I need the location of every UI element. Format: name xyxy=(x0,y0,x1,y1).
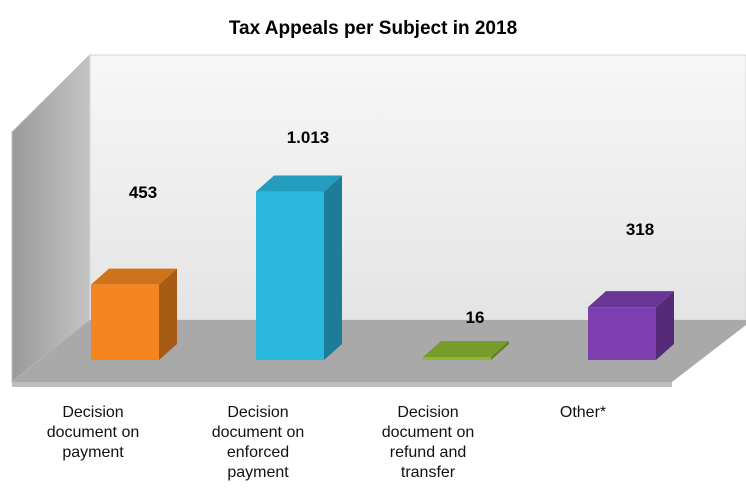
bar-front xyxy=(256,191,324,360)
value-label: 318 xyxy=(626,220,654,239)
bar-0 xyxy=(91,268,177,360)
chart-walls xyxy=(11,53,746,387)
bar-3 xyxy=(588,291,674,360)
bar-side xyxy=(656,291,674,360)
bar-top xyxy=(256,175,342,192)
bar-front xyxy=(91,284,159,360)
value-label: 1.013 xyxy=(287,128,330,147)
floor-front-edge xyxy=(12,382,672,387)
category-label: Decision document on payment xyxy=(46,404,140,461)
back-wall xyxy=(89,54,746,321)
bar-side xyxy=(324,175,342,360)
bar-side xyxy=(491,341,509,360)
category-label: Other* xyxy=(559,404,607,421)
value-label: 453 xyxy=(129,183,157,202)
bar-top xyxy=(588,291,674,308)
bar-2 xyxy=(423,341,509,360)
bar-front xyxy=(588,307,656,360)
bar-front xyxy=(423,357,491,360)
value-label: 16 xyxy=(466,308,485,327)
bar-series xyxy=(91,175,674,360)
bar-1 xyxy=(256,175,342,360)
bar-side xyxy=(159,268,177,360)
chart-title: Tax Appeals per Subject in 2018 xyxy=(228,18,518,39)
floor xyxy=(12,320,746,382)
category-label: Decision document on refund and transfer xyxy=(381,404,475,481)
category-label: Decision document on enforced payment xyxy=(211,404,305,481)
bar-top xyxy=(91,268,177,285)
value-labels: 453 1.013 16 318 xyxy=(129,128,654,327)
bar-top xyxy=(423,341,509,357)
